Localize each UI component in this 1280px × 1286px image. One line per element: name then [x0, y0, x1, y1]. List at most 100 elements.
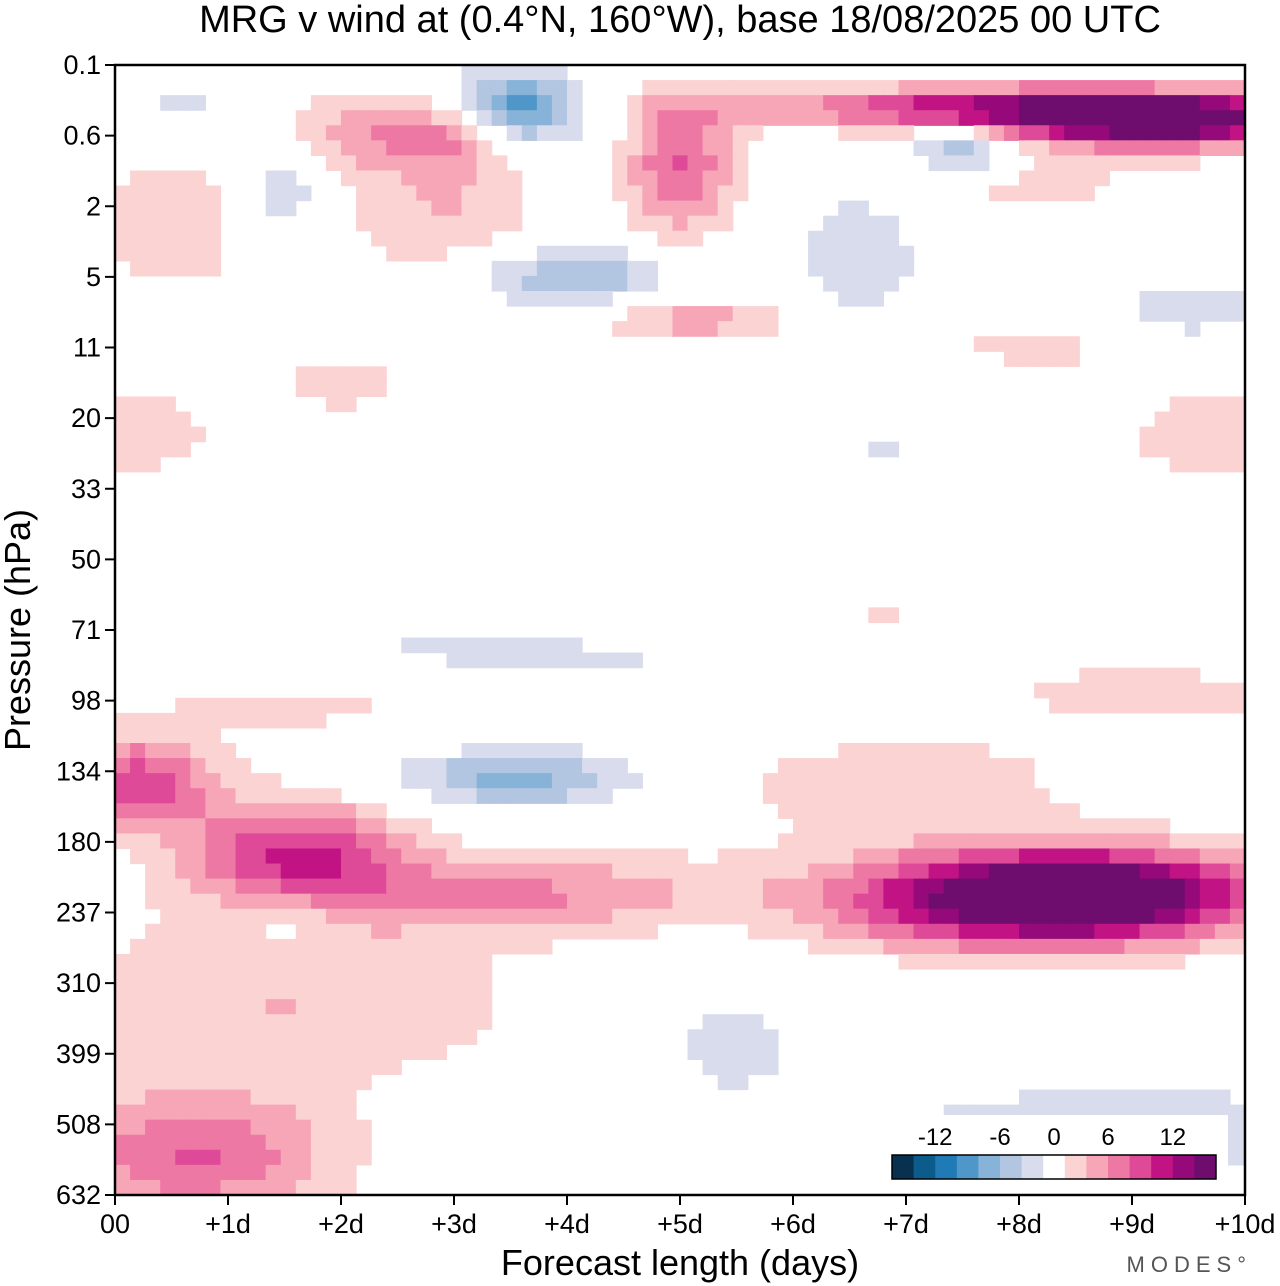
field-cell	[1049, 336, 1065, 352]
field-cell	[310, 893, 327, 910]
field-cell	[310, 788, 327, 804]
field-cell	[793, 878, 809, 895]
field-cell	[325, 1149, 342, 1166]
field-cell	[1184, 848, 1201, 865]
field-cell	[145, 818, 161, 834]
field-cell	[732, 1044, 749, 1060]
field-cell	[280, 1104, 297, 1121]
field-cell	[973, 80, 990, 96]
field-cell	[1049, 893, 1065, 910]
field-cell	[1124, 833, 1141, 850]
field-cell	[943, 923, 960, 940]
field-cell	[853, 833, 869, 850]
field-cell	[1094, 667, 1110, 684]
field-cell	[416, 200, 432, 217]
field-cell	[762, 80, 779, 96]
field-cell	[1019, 80, 1035, 96]
field-cell	[1034, 125, 1050, 141]
field-cell	[868, 275, 884, 292]
field-cell	[341, 697, 357, 714]
field-cell	[988, 938, 1005, 955]
field-cell	[220, 1179, 237, 1196]
field-cell	[401, 999, 417, 1015]
field-cell	[235, 984, 252, 1000]
field-cell	[536, 65, 553, 81]
field-cell	[356, 833, 372, 850]
field-cell	[1019, 185, 1035, 202]
field-cell	[521, 260, 538, 277]
field-cell	[913, 893, 930, 910]
field-cell	[145, 923, 161, 940]
field-cell	[1169, 155, 1186, 172]
field-cell	[356, 984, 372, 1000]
field-cell	[1139, 306, 1156, 322]
field-cell	[506, 908, 523, 925]
field-cell	[1199, 291, 1216, 307]
field-cell	[808, 788, 824, 804]
field-cell	[717, 200, 734, 217]
field-cell	[808, 803, 824, 819]
field-cell	[928, 818, 945, 834]
field-cell	[687, 1029, 704, 1045]
field-cell	[461, 953, 478, 970]
field-cell	[401, 245, 417, 262]
field-cell	[1019, 938, 1035, 955]
field-cell	[1064, 908, 1080, 925]
field-cell	[506, 275, 523, 292]
field-cell	[762, 1044, 779, 1060]
field-cell	[883, 848, 900, 865]
field-cell	[1229, 396, 1246, 413]
field-cell	[160, 441, 176, 458]
field-cell	[883, 230, 900, 247]
field-cell	[416, 863, 432, 880]
field-cell	[295, 818, 312, 834]
field-cell	[853, 788, 869, 804]
field-cell	[220, 953, 237, 970]
field-cell	[1169, 697, 1186, 714]
field-cell	[356, 923, 372, 940]
field-cell	[551, 80, 568, 96]
field-cell	[973, 863, 990, 880]
field-cell	[958, 803, 975, 819]
field-cell	[672, 80, 689, 96]
field-cell	[130, 803, 146, 819]
field-cell	[115, 215, 131, 232]
field-cell	[1064, 938, 1080, 955]
field-cell	[898, 803, 915, 819]
field-cell	[175, 773, 191, 789]
field-cell	[1019, 833, 1035, 850]
field-cell	[823, 863, 839, 880]
field-cell	[1124, 80, 1141, 96]
colorbar-swatch	[1172, 1155, 1195, 1179]
field-cell	[1229, 938, 1246, 955]
field-cell	[1003, 863, 1020, 880]
field-cell	[536, 652, 553, 669]
field-cell	[431, 758, 448, 774]
field-cell	[1049, 803, 1065, 819]
field-cell	[295, 893, 312, 910]
field-cell	[1154, 697, 1171, 714]
field-cell	[491, 788, 508, 804]
field-cell	[1154, 411, 1171, 428]
field-cell	[220, 908, 237, 925]
field-cell	[491, 170, 508, 187]
field-cell	[220, 848, 237, 865]
field-cell	[310, 1074, 327, 1091]
field-cell	[1094, 110, 1110, 126]
field-cell	[386, 110, 402, 126]
field-cell	[175, 833, 191, 850]
field-cell	[235, 773, 252, 789]
field-cell	[1184, 140, 1201, 156]
field-cell	[145, 1029, 161, 1045]
field-cell	[325, 848, 342, 865]
field-cell	[1169, 80, 1186, 96]
field-cell	[687, 170, 704, 187]
field-cell	[446, 863, 463, 880]
field-cell	[1049, 938, 1065, 955]
field-cell	[687, 863, 704, 880]
field-cell	[461, 155, 478, 172]
field-cell	[401, 95, 417, 111]
colorbar-swatch	[913, 1155, 936, 1179]
field-cell	[702, 140, 719, 156]
field-cell	[1049, 125, 1065, 141]
